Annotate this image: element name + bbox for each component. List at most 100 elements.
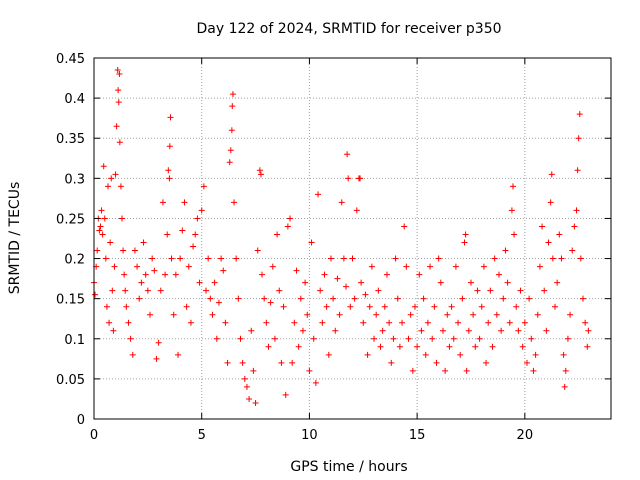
data-point	[498, 327, 505, 334]
data-point	[122, 287, 129, 294]
data-point	[489, 343, 496, 350]
data-point	[478, 303, 485, 310]
data-point	[123, 303, 130, 310]
data-point	[306, 367, 313, 374]
data-point	[129, 351, 136, 358]
data-point	[577, 255, 584, 262]
data-point	[138, 279, 145, 286]
data-point	[562, 367, 569, 374]
data-point	[315, 191, 322, 198]
data-point	[483, 359, 490, 366]
data-point	[452, 263, 459, 270]
x-tick-label: 5	[198, 428, 206, 443]
data-point	[282, 391, 289, 398]
data-point	[485, 319, 492, 326]
data-point	[534, 311, 541, 318]
data-point	[172, 271, 179, 278]
data-point	[508, 207, 515, 214]
data-point	[263, 319, 270, 326]
data-point	[185, 263, 192, 270]
data-point	[111, 263, 118, 270]
data-point	[392, 255, 399, 262]
data-point	[560, 351, 567, 358]
data-point	[377, 343, 384, 350]
data-point	[330, 295, 337, 302]
data-point	[545, 239, 552, 246]
axis-ticks: 0 0.05 0.1 0.15 0.2 0.25 0.3 0.35 0.4 0.45 0 5 10 15 2…	[56, 52, 611, 443]
data-point	[175, 351, 182, 358]
data-point	[564, 335, 571, 342]
data-point	[401, 223, 408, 230]
data-point	[343, 283, 350, 290]
data-point	[504, 279, 511, 286]
data-point	[151, 267, 158, 274]
chart-title: Day 122 of 2024, SRMTID for receiver p35…	[196, 21, 501, 37]
data-point	[147, 311, 154, 318]
x-tick-label: 0	[90, 428, 98, 443]
y-tick-label: 0.4	[64, 92, 85, 107]
data-point	[433, 359, 440, 366]
data-point	[261, 295, 268, 302]
data-point	[170, 311, 177, 318]
data-point	[106, 319, 113, 326]
data-point	[584, 343, 591, 350]
data-point	[509, 183, 516, 190]
data-point	[164, 231, 171, 238]
data-point	[526, 295, 533, 302]
data-point	[467, 279, 474, 286]
data-point	[196, 279, 203, 286]
data-point	[327, 255, 334, 262]
data-point	[334, 275, 341, 282]
data-point	[168, 255, 175, 262]
y-axis-label: SRMTID / TECUs	[7, 182, 23, 295]
data-point	[115, 99, 122, 106]
data-point	[250, 367, 257, 374]
data-point	[495, 271, 502, 278]
data-point	[166, 143, 173, 150]
data-point	[547, 199, 554, 206]
x-axis-label: GPS time / hours	[290, 459, 407, 475]
data-point	[119, 215, 126, 222]
data-point	[229, 91, 236, 98]
data-point	[396, 343, 403, 350]
data-point	[235, 295, 242, 302]
data-point	[121, 271, 128, 278]
data-point	[549, 255, 556, 262]
data-point	[487, 287, 494, 294]
data-point	[407, 311, 414, 318]
data-point	[364, 351, 371, 358]
data-point	[181, 199, 188, 206]
data-point	[155, 339, 162, 346]
data-point	[153, 355, 160, 362]
data-point	[511, 231, 518, 238]
data-point	[287, 215, 294, 222]
data-point	[241, 375, 248, 382]
data-point	[278, 359, 285, 366]
data-point	[220, 267, 227, 274]
plot-frame	[93, 57, 612, 420]
data-point	[304, 311, 311, 318]
data-point	[233, 255, 240, 262]
data-point	[403, 263, 410, 270]
data-point	[375, 287, 382, 294]
data-point	[302, 279, 309, 286]
data-point	[480, 263, 487, 270]
data-point	[100, 163, 107, 170]
data-point	[319, 319, 326, 326]
data-point	[97, 223, 104, 230]
data-point	[299, 327, 306, 334]
data-point	[506, 319, 513, 326]
data-point	[127, 335, 134, 342]
data-point	[517, 287, 524, 294]
data-point	[567, 311, 574, 318]
data-point	[252, 399, 259, 406]
data-point	[347, 303, 354, 310]
data-point	[556, 231, 563, 238]
data-point	[179, 227, 186, 234]
data-point	[115, 87, 122, 94]
data-point	[416, 271, 423, 278]
data-point	[530, 367, 537, 374]
data-point	[429, 335, 436, 342]
data-point	[585, 327, 592, 334]
data-point	[420, 295, 427, 302]
